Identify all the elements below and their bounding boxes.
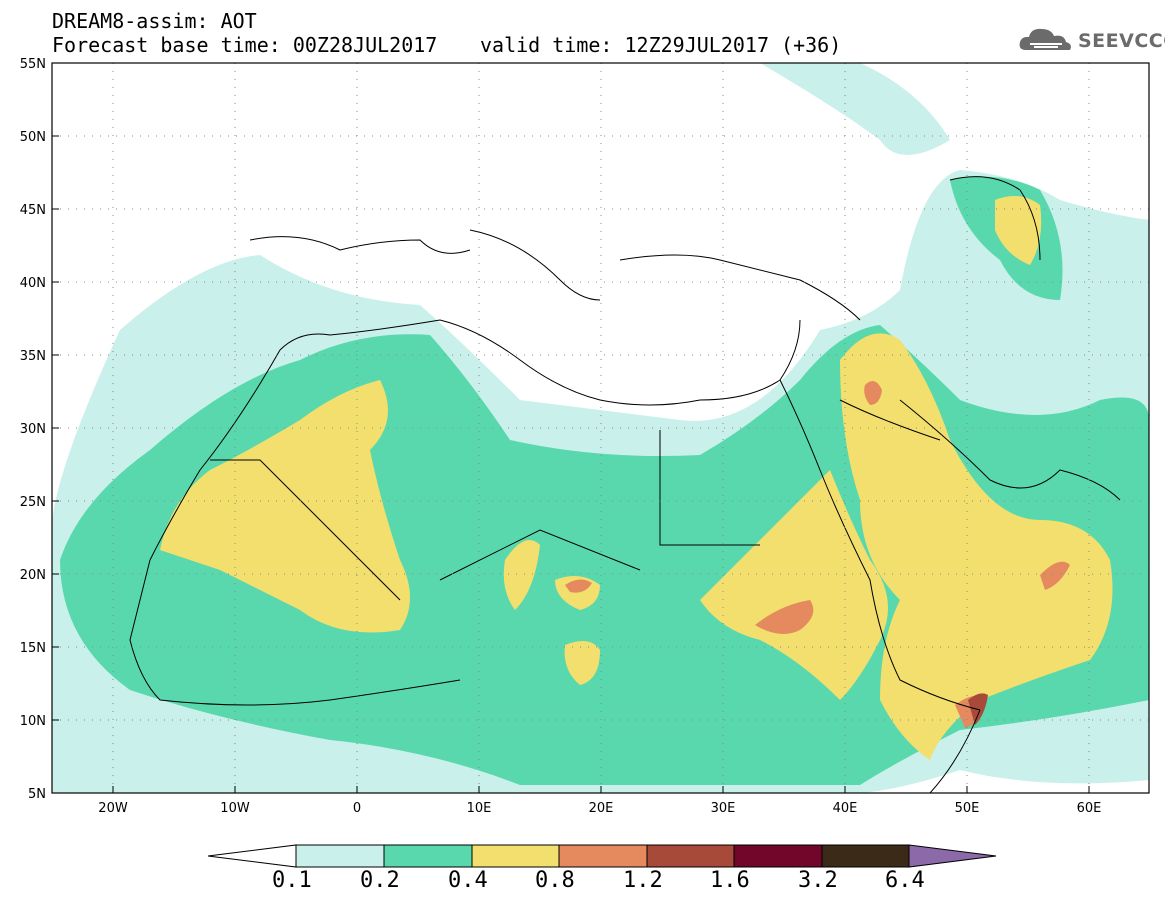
colorbar-swatch [295,844,385,868]
colorbar-label: 0.8 [535,868,575,893]
lon-label: 0 [353,801,361,816]
aot-band-0.4-arabia [840,333,1113,760]
aot-band-0.4-sahara [160,380,410,633]
seevccc-logo: SEEVCCC [1018,24,1165,54]
tick-marks [52,135,1090,793]
lon-label: 20E [589,801,614,816]
lat-label: 50N [20,130,46,145]
aot-fields [52,63,1149,793]
longitude-labels: 20W 10W 0 10E 20E 30E 40E 50E 60E [98,801,1101,816]
logo-text: SEEVCCC [1078,30,1165,52]
lat-label: 45N [20,203,46,218]
colorbar-swatch [558,844,648,868]
lon-label: 40E [833,801,858,816]
colorbar-label: 1.6 [710,868,750,893]
colorbar-label: 1.2 [623,868,663,893]
lon-label: 50E [955,801,980,816]
aot-band-0.4-sudan [700,470,888,700]
valid-time: valid time: 12Z29JUL2017 (+36) [480,33,842,57]
colorbar-swatch [471,844,560,868]
colorbar-label: 0.2 [360,868,400,893]
lat-label: 40N [20,276,46,291]
map-title: DREAM8-assim: AOT [52,9,257,33]
lon-label: 30E [711,801,736,816]
lon-label: 60E [1077,801,1102,816]
forecast-base-time: Forecast base time: 00Z28JUL2017 [52,33,438,57]
cloud-icon [1019,28,1071,50]
graticule [52,63,1149,793]
colorbar-label: 0.1 [272,868,312,893]
lat-label: 55N [20,57,46,72]
aot-band-0.4-chad [503,540,600,685]
colorbar-label: 0.4 [448,868,488,893]
lat-label: 10N [20,714,46,729]
colorbar-swatch [821,844,910,868]
colorbar [207,844,997,868]
colorbar-swatch [646,844,735,868]
colorbar-swatch [383,844,473,868]
lon-label: 20W [98,801,128,816]
lon-label: 10W [220,801,250,816]
lat-label: 20N [20,568,46,583]
latitude-labels: 55N 50N 45N 40N 35N 30N 25N 20N 15N 10N … [20,57,46,802]
lat-label: 25N [20,495,46,510]
colorbar-swatch [733,844,823,868]
aot-band-0.1-north [760,63,950,155]
colorbar-left-arrow [207,844,297,868]
colorbar-label: 6.4 [885,868,925,893]
lat-label: 30N [20,422,46,437]
colorbar-label: 3.2 [798,868,838,893]
colorbar-right-arrow [908,844,997,868]
lon-label: 10E [467,801,492,816]
aot-band-0.4-caspian [995,196,1042,265]
coastlines [129,176,1121,793]
lat-label: 35N [20,349,46,364]
lat-label: 5N [28,787,46,802]
lat-label: 15N [20,641,46,656]
